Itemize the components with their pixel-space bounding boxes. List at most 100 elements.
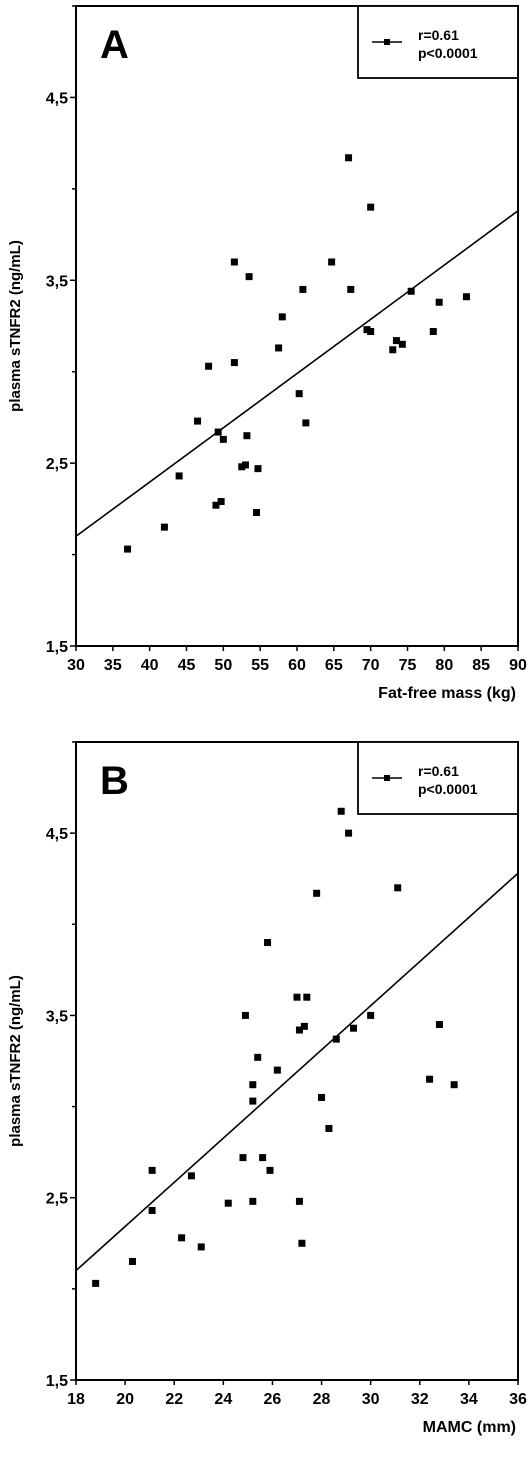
data-point	[367, 203, 375, 211]
data-point	[318, 1093, 326, 1101]
y-tick-label: 1,5	[46, 1373, 68, 1390]
legend-marker	[384, 39, 390, 45]
x-tick-label: 24	[214, 1391, 232, 1408]
data-point	[92, 1279, 100, 1287]
data-point	[394, 884, 402, 892]
x-tick-label: 32	[411, 1391, 429, 1408]
data-point	[264, 939, 272, 947]
legend-r-value: r=0.61	[418, 763, 459, 779]
data-point	[212, 501, 220, 509]
x-tick-label: 55	[251, 657, 269, 674]
data-point	[245, 273, 253, 281]
x-tick-label: 65	[325, 657, 343, 674]
data-point	[148, 1166, 156, 1174]
y-tick-label: 3,5	[46, 1008, 68, 1025]
x-tick-label: 26	[264, 1391, 282, 1408]
data-point	[230, 258, 238, 266]
data-point	[178, 1234, 186, 1242]
x-axis-label: Fat-free mass (kg)	[378, 685, 516, 702]
data-point	[249, 1081, 257, 1089]
x-tick-label: 90	[509, 657, 527, 674]
data-point	[217, 498, 225, 506]
data-point	[148, 1206, 156, 1214]
data-point	[241, 461, 249, 469]
x-tick-label: 30	[362, 1391, 380, 1408]
x-tick-label: 75	[399, 657, 417, 674]
data-point	[197, 1243, 205, 1251]
data-point	[392, 337, 400, 345]
data-point	[230, 359, 238, 367]
scatter-chart-b: 18 20 22 24 26 28 30 32 34 36 1,5 2,5 3,5 4,5 plasma s…	[0, 740, 530, 1479]
data-point	[243, 432, 251, 440]
x-tick-label: 30	[67, 657, 85, 674]
data-point	[224, 1199, 232, 1207]
panel-label: A	[100, 23, 129, 67]
legend-marker	[384, 775, 390, 781]
data-point	[429, 327, 437, 335]
data-point	[347, 285, 355, 293]
y-tick-label: 4,5	[46, 90, 68, 107]
y-tick-label: 1,5	[46, 639, 68, 656]
data-point	[295, 1197, 303, 1205]
data-point	[175, 472, 183, 480]
data-point	[299, 285, 307, 293]
chart-svg: 18 20 22 24 26 28 30 32 34 36 1,5 2,5 3,5 4,5 plasma s…	[7, 741, 527, 1436]
data-point	[349, 1024, 357, 1032]
data-point	[239, 1154, 247, 1162]
data-point	[337, 807, 345, 815]
scatter-chart-a: 30 35 40 45 50 55 60 65 70 75 80 85 90 1,5 2,5 3,5 4,5 pl…	[7, 5, 527, 702]
data-point	[313, 889, 321, 897]
data-point	[275, 344, 283, 352]
data-point	[298, 1239, 306, 1247]
data-point	[363, 326, 371, 334]
x-tick-label: 40	[141, 657, 159, 674]
plot-frame	[75, 741, 519, 1381]
x-tick-label: 35	[104, 657, 122, 674]
x-axis-label: MAMC (mm)	[423, 1419, 516, 1436]
x-tick-label: 70	[362, 657, 380, 674]
x-tick-label: 28	[313, 1391, 331, 1408]
data-point	[367, 1011, 375, 1019]
data-point	[389, 346, 397, 354]
data-point	[300, 1022, 308, 1030]
data-point	[328, 258, 336, 266]
data-point	[249, 1097, 257, 1105]
regression-line	[75, 210, 519, 537]
data-point	[160, 523, 168, 531]
y-tick-label: 2,5	[46, 1191, 68, 1208]
regression-line	[75, 872, 519, 1272]
plot-frame	[75, 5, 519, 647]
data-point	[325, 1124, 333, 1132]
data-point	[241, 1011, 249, 1019]
x-tick-label: 18	[67, 1391, 85, 1408]
x-tick-label: 80	[435, 657, 453, 674]
data-point	[238, 463, 246, 471]
data-point	[345, 829, 353, 837]
data-point	[435, 298, 443, 306]
x-tick-label: 45	[178, 657, 196, 674]
data-point	[435, 1021, 443, 1029]
data-point	[128, 1258, 136, 1266]
data-point	[252, 509, 260, 517]
data-point	[214, 428, 222, 436]
data-point	[407, 287, 415, 295]
chart-svg: 30 35 40 45 50 55 60 65 70 75 80 85 90 1,5 2,5 3,5 4,5 pl…	[7, 5, 527, 702]
data-point	[302, 419, 310, 427]
data-point	[367, 327, 375, 335]
data-point	[254, 465, 262, 473]
data-point	[293, 993, 301, 1001]
data-point	[273, 1066, 281, 1074]
data-point	[249, 1197, 257, 1205]
x-tick-label: 60	[288, 657, 306, 674]
data-point	[254, 1053, 262, 1061]
x-tick-label: 36	[509, 1391, 527, 1408]
data-point	[303, 993, 311, 1001]
data-point	[426, 1075, 434, 1083]
data-point	[345, 154, 353, 162]
y-axis-label: plasma sTNFR2 (ng/mL)	[7, 240, 24, 412]
x-tick-label: 50	[214, 657, 232, 674]
legend-p-value: p<0.0001	[418, 781, 478, 797]
data-point	[187, 1172, 195, 1180]
data-point	[450, 1081, 458, 1089]
y-tick-label: 4,5	[46, 826, 68, 843]
